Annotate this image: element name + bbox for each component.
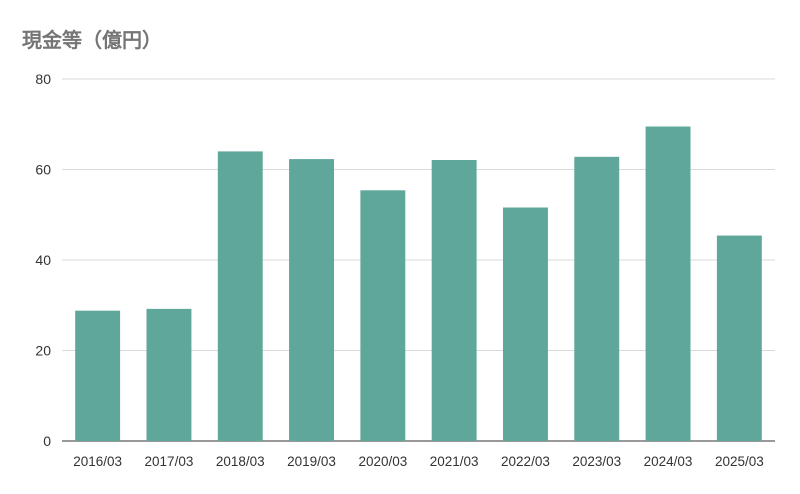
x-tick-label: 2016/03	[73, 454, 122, 469]
x-tick-label: 2018/03	[216, 454, 265, 469]
y-tick-label: 0	[43, 433, 51, 449]
bars	[75, 126, 762, 441]
y-axis-ticks: 0 20 40 60 80	[35, 71, 51, 449]
bar-2016-03[interactable]	[75, 310, 121, 441]
x-tick-label: 2021/03	[430, 454, 479, 469]
y-tick-label: 40	[35, 252, 51, 268]
bar-2020-03[interactable]	[360, 190, 406, 441]
bar-2017-03[interactable]	[146, 308, 192, 441]
x-tick-label: 2022/03	[501, 454, 550, 469]
bar-2018-03[interactable]	[217, 151, 263, 441]
x-axis-ticks: 2016/03 2017/03 2018/03 2019/03 2020/03 2021/…	[73, 454, 764, 469]
x-tick-label: 2020/03	[358, 454, 407, 469]
x-tick-label: 2019/03	[287, 454, 336, 469]
chart-title: 現金等（億円）	[22, 28, 162, 52]
bar-2024-03[interactable]	[645, 126, 691, 441]
y-tick-label: 80	[35, 71, 51, 87]
bar-2023-03[interactable]	[574, 156, 620, 441]
bar-2025-03[interactable]	[716, 235, 762, 441]
x-tick-label: 2025/03	[715, 454, 764, 469]
y-tick-label: 60	[35, 162, 51, 178]
x-tick-label: 2024/03	[644, 454, 693, 469]
x-tick-label: 2017/03	[145, 454, 194, 469]
bar-2022-03[interactable]	[502, 207, 548, 441]
y-tick-label: 20	[35, 343, 51, 359]
bar-2021-03[interactable]	[431, 159, 477, 441]
x-tick-label: 2023/03	[572, 454, 621, 469]
bar-2019-03[interactable]	[289, 159, 335, 441]
